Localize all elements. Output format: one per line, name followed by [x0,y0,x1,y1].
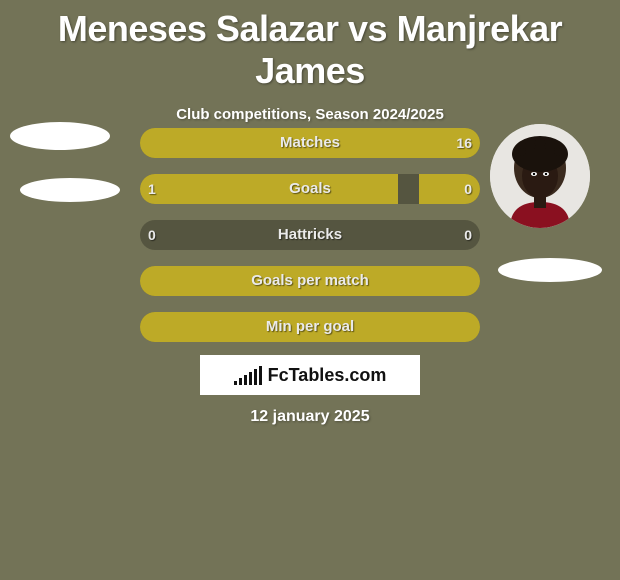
stat-row: Goals per match [0,258,620,304]
bar-track: 16 Matches [140,128,480,158]
stat-label: Hattricks [140,220,480,250]
bar-track: Min per goal [140,312,480,342]
stat-label: Goals [140,174,480,204]
bar-track: 1 0 Goals [140,174,480,204]
logo-text: FcTables.com [268,365,387,386]
stat-label: Goals per match [140,266,480,296]
logo-bars-icon [234,366,262,385]
bar-track: Goals per match [140,266,480,296]
fctables-logo: FcTables.com [200,355,420,395]
stat-label: Min per goal [140,312,480,342]
stat-row: 16 Matches [0,120,620,166]
stat-row: 0 0 Hattricks [0,212,620,258]
page-title: Meneses Salazar vs Manjrekar James [0,0,620,92]
snapshot-date: 12 january 2025 [0,408,620,426]
bar-track: 0 0 Hattricks [140,220,480,250]
stat-row: 1 0 Goals [0,166,620,212]
comparison-chart: 16 Matches 1 0 Goals 0 0 Hattricks Goals… [0,120,620,350]
stat-row: Min per goal [0,304,620,350]
stat-label: Matches [140,128,480,158]
